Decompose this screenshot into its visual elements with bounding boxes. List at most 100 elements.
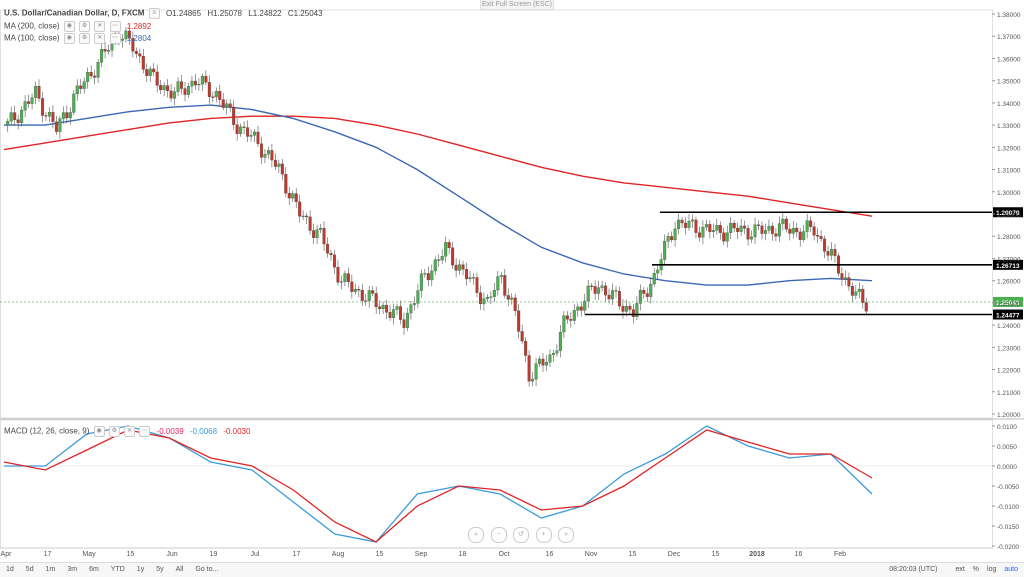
exit-fullscreen-button[interactable]: Exit Full Screen (ESC) xyxy=(480,0,554,10)
candle xyxy=(322,221,326,252)
scroll-left-icon[interactable]: « xyxy=(468,527,484,543)
candle xyxy=(392,303,396,325)
option-ext[interactable]: ext xyxy=(955,566,965,573)
range-3m[interactable]: 3m xyxy=(67,566,78,573)
candle xyxy=(638,284,642,311)
candle xyxy=(242,121,246,135)
option-log[interactable]: log xyxy=(987,566,997,573)
option-auto[interactable]: auto xyxy=(1004,566,1018,573)
open-value: O1.24865 xyxy=(165,8,202,18)
candle xyxy=(565,311,569,324)
candle xyxy=(656,265,660,281)
range-all[interactable]: All xyxy=(175,566,184,573)
candle xyxy=(482,292,486,311)
candle xyxy=(757,220,761,231)
candle xyxy=(145,63,149,82)
candle xyxy=(583,293,587,315)
candle xyxy=(635,296,639,321)
candle xyxy=(61,106,65,124)
candle xyxy=(496,270,500,296)
visibility-toggle-icon[interactable]: ≡ xyxy=(148,8,160,19)
symbol-legend: U.S. Dollar/Canadian Dollar, D, FXCM ≡ O… xyxy=(4,8,323,19)
range-5d[interactable]: 5d xyxy=(25,566,34,573)
candle xyxy=(371,286,375,297)
ma100-settings-icon[interactable]: ⚙ xyxy=(79,33,91,44)
candle xyxy=(319,223,323,234)
candle xyxy=(472,273,475,285)
time-tick-label: 15 xyxy=(376,551,384,558)
candle xyxy=(736,222,740,239)
candle xyxy=(405,307,409,332)
ma100-more-icon[interactable]: ⋯ xyxy=(109,33,121,44)
range-1y[interactable]: 1y xyxy=(136,566,145,573)
time-tick-label: 18 xyxy=(459,551,467,558)
candle xyxy=(263,149,267,164)
price-tick-label: 1.38000 xyxy=(997,12,1021,19)
ma200-settings-icon[interactable]: ⚙ xyxy=(79,21,91,32)
candle xyxy=(541,353,545,372)
candle xyxy=(576,303,580,317)
candle xyxy=(746,224,750,246)
candle xyxy=(767,219,771,234)
range-5y[interactable]: 5y xyxy=(156,566,164,573)
candle xyxy=(197,78,201,91)
last-price-label: 1.25043 xyxy=(996,300,1020,307)
scroll-right-icon[interactable]: » xyxy=(558,527,575,543)
range-goto[interactable]: Go to... xyxy=(195,566,219,573)
macd-more-icon[interactable]: ⋯ xyxy=(139,426,151,437)
price-tick-label: 1.26000 xyxy=(997,279,1021,286)
candle xyxy=(141,49,145,74)
candle xyxy=(444,236,448,263)
time-tick-label: Dec xyxy=(668,551,681,558)
ma100-eye-icon[interactable]: ◉ xyxy=(63,33,75,44)
ma200-close-icon[interactable]: ✕ xyxy=(94,21,106,32)
candle xyxy=(166,79,170,98)
candle xyxy=(489,291,493,305)
candle xyxy=(148,65,152,82)
range-ytd[interactable]: YTD xyxy=(110,566,125,573)
price-tick-label: 1.25000 xyxy=(997,301,1021,308)
candle xyxy=(16,114,20,130)
ma100-close-icon[interactable]: ✕ xyxy=(94,33,106,44)
candle xyxy=(23,94,27,118)
candle xyxy=(385,299,389,320)
ma200-eye-icon[interactable]: ◉ xyxy=(63,21,75,32)
candle xyxy=(86,67,90,89)
candle xyxy=(308,210,312,235)
candle xyxy=(183,82,187,102)
macd-close-icon[interactable]: ✕ xyxy=(124,426,136,437)
macd-eye-icon[interactable]: ◉ xyxy=(93,426,105,437)
level-price-label: 1.29079 xyxy=(996,210,1020,217)
macd-tick-label: 0.0100 xyxy=(997,424,1017,431)
candle xyxy=(732,220,736,233)
range-1d[interactable]: 1d xyxy=(6,566,14,573)
range-6m[interactable]: 6m xyxy=(89,566,99,573)
option-percent[interactable]: % xyxy=(972,566,980,573)
macd-settings-icon[interactable]: ⚙ xyxy=(108,426,120,437)
zoom-out-icon[interactable]: − xyxy=(490,527,507,543)
candle xyxy=(673,221,677,247)
candle xyxy=(270,143,274,168)
candle xyxy=(433,256,437,276)
candle xyxy=(134,47,138,59)
candle xyxy=(454,258,458,278)
reset-icon[interactable]: ↺ xyxy=(513,527,530,543)
range-1m[interactable]: 1m xyxy=(45,566,56,573)
candle xyxy=(711,223,715,238)
zoom-in-icon[interactable]: + xyxy=(535,527,552,543)
candle xyxy=(256,125,260,147)
time-tick-label: Apr xyxy=(1,551,13,558)
candle xyxy=(551,349,555,362)
candles-group xyxy=(6,24,868,387)
candle xyxy=(176,77,180,97)
candle xyxy=(666,232,670,249)
candle xyxy=(621,299,625,319)
candle xyxy=(809,216,813,233)
candle xyxy=(468,270,472,283)
ma200-more-icon[interactable]: ⋯ xyxy=(109,21,121,32)
candle xyxy=(280,159,284,181)
candle xyxy=(802,224,806,243)
candle xyxy=(604,282,608,303)
candle xyxy=(277,159,281,174)
